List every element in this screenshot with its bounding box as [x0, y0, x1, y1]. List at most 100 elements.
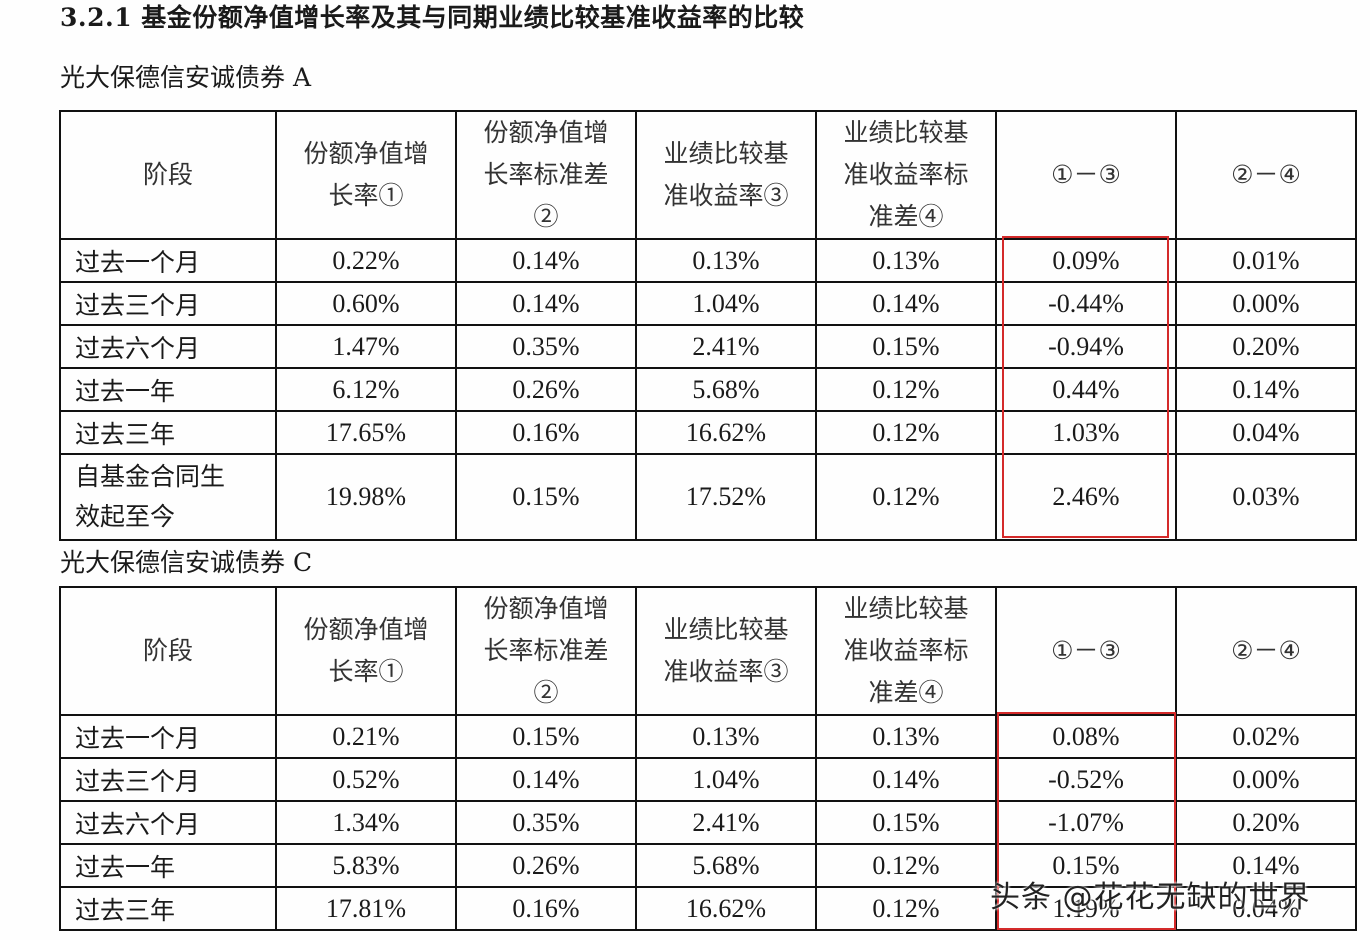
value-cell: 0.12%: [815, 843, 997, 888]
value-cell: 1.04%: [635, 757, 817, 802]
table-a: 阶段 份额净值增长率① 份额净值增长率标准差② 业绩比较基准收益率③ 业绩比较基…: [59, 110, 1357, 541]
value-cell: 5.68%: [635, 843, 817, 888]
value-cell: 0.00%: [1175, 757, 1357, 802]
table-row: 过去三个月 0.52% 0.14% 1.04% 0.14% -0.52% 0.0…: [59, 757, 1357, 802]
value-cell: 0.00%: [1175, 281, 1357, 326]
table-c-title: 光大保德信安诚债券 C: [60, 548, 313, 577]
value-cell: 0.16%: [455, 410, 637, 455]
table-row: 过去六个月 1.34% 0.35% 2.41% 0.15% -1.07% 0.2…: [59, 800, 1357, 845]
header-cell: ②－④: [1175, 110, 1357, 240]
table-c-header-row: 阶段 份额净值增长率① 份额净值增长率标准差② 业绩比较基准收益率③ 业绩比较基…: [59, 586, 1357, 716]
value-cell: -0.94%: [995, 324, 1177, 369]
header-cell: 份额净值增长率标准差②: [455, 586, 637, 716]
table-row: 过去三年 17.81% 0.16% 16.62% 0.12% 1.19% 0.0…: [59, 886, 1357, 931]
value-cell: 0.13%: [635, 238, 817, 283]
value-cell: -0.44%: [995, 281, 1177, 326]
value-cell: 17.52%: [635, 453, 817, 541]
value-cell: 0.14%: [1175, 367, 1357, 412]
watermark: 头条 @花花无缺的世界: [990, 880, 1311, 915]
value-cell: 0.04%: [1175, 410, 1357, 455]
stage-cell: 过去一年: [59, 843, 277, 888]
value-cell: 0.44%: [995, 367, 1177, 412]
value-cell: 0.12%: [815, 367, 997, 412]
table-row: 过去一个月 0.21% 0.15% 0.13% 0.13% 0.08% 0.02…: [59, 714, 1357, 759]
value-cell: 0.12%: [815, 886, 997, 931]
value-cell: 0.13%: [815, 714, 997, 759]
value-cell: 0.14%: [455, 757, 637, 802]
stage-cell: 过去三个月: [59, 757, 277, 802]
value-cell: 0.13%: [635, 714, 817, 759]
value-cell: 0.16%: [455, 886, 637, 931]
value-cell: 5.68%: [635, 367, 817, 412]
value-cell: 17.81%: [275, 886, 457, 931]
stage-cell: 自基金合同生效起至今: [59, 453, 277, 541]
value-cell: 0.08%: [995, 714, 1177, 759]
value-cell: 0.20%: [1175, 800, 1357, 845]
value-cell: 5.83%: [275, 843, 457, 888]
table-c: 阶段 份额净值增长率① 份额净值增长率标准差② 业绩比较基准收益率③ 业绩比较基…: [59, 586, 1357, 931]
header-cell: 份额净值增长率标准差②: [455, 110, 637, 240]
stage-cell: 过去三年: [59, 886, 277, 931]
header-cell: 业绩比较基准收益率标准差④: [815, 586, 997, 716]
value-cell: 17.65%: [275, 410, 457, 455]
value-cell: 0.15%: [455, 714, 637, 759]
value-cell: 2.41%: [635, 800, 817, 845]
value-cell: 0.15%: [815, 324, 997, 369]
table-row: 过去一年 6.12% 0.26% 5.68% 0.12% 0.44% 0.14%: [59, 367, 1357, 412]
value-cell: 0.15%: [815, 800, 997, 845]
table-row: 过去三个月 0.60% 0.14% 1.04% 0.14% -0.44% 0.0…: [59, 281, 1357, 326]
section-heading: 3.2.1 基金份额净值增长率及其与同期业绩比较基准收益率的比较: [60, 3, 805, 32]
header-cell: 阶段: [59, 110, 277, 240]
value-cell: 0.14%: [455, 238, 637, 283]
value-cell: 16.62%: [635, 886, 817, 931]
value-cell: 0.20%: [1175, 324, 1357, 369]
stage-cell: 过去六个月: [59, 324, 277, 369]
table-a-title: 光大保德信安诚债券 A: [60, 63, 312, 92]
value-cell: 0.03%: [1175, 453, 1357, 541]
value-cell: 0.26%: [455, 843, 637, 888]
value-cell: 1.47%: [275, 324, 457, 369]
value-cell: 0.15%: [455, 453, 637, 541]
value-cell: 0.14%: [815, 281, 997, 326]
value-cell: -1.07%: [995, 800, 1177, 845]
header-cell: 份额净值增长率①: [275, 110, 457, 240]
value-cell: 6.12%: [275, 367, 457, 412]
value-cell: 0.60%: [275, 281, 457, 326]
header-cell: ②－④: [1175, 586, 1357, 716]
value-cell: 0.52%: [275, 757, 457, 802]
value-cell: 0.14%: [455, 281, 637, 326]
table-row: 过去六个月 1.47% 0.35% 2.41% 0.15% -0.94% 0.2…: [59, 324, 1357, 369]
header-cell: 份额净值增长率①: [275, 586, 457, 716]
value-cell: 0.14%: [815, 757, 997, 802]
table-row: 过去一个月 0.22% 0.14% 0.13% 0.13% 0.09% 0.01…: [59, 238, 1357, 283]
value-cell: 0.14%: [1175, 843, 1357, 888]
value-cell: 0.35%: [455, 324, 637, 369]
stage-cell: 过去三个月: [59, 281, 277, 326]
value-cell: 1.04%: [635, 281, 817, 326]
value-cell: 0.26%: [455, 367, 637, 412]
stage-cell: 过去一年: [59, 367, 277, 412]
value-cell: -0.52%: [995, 757, 1177, 802]
stage-cell: 过去一个月: [59, 714, 277, 759]
value-cell: 0.04%: [1175, 886, 1357, 931]
value-cell: 2.46%: [995, 453, 1177, 541]
header-cell: 业绩比较基准收益率③: [635, 110, 817, 240]
value-cell: 2.41%: [635, 324, 817, 369]
value-cell: 1.34%: [275, 800, 457, 845]
value-cell: 0.02%: [1175, 714, 1357, 759]
header-cell: 阶段: [59, 586, 277, 716]
value-cell: 0.22%: [275, 238, 457, 283]
value-cell: 19.98%: [275, 453, 457, 541]
stage-cell: 过去六个月: [59, 800, 277, 845]
value-cell: 0.12%: [815, 410, 997, 455]
stage-cell: 过去一个月: [59, 238, 277, 283]
value-cell: 0.09%: [995, 238, 1177, 283]
table-a-header-row: 阶段 份额净值增长率① 份额净值增长率标准差② 业绩比较基准收益率③ 业绩比较基…: [59, 110, 1357, 240]
table-row: 过去三年 17.65% 0.16% 16.62% 0.12% 1.03% 0.0…: [59, 410, 1357, 455]
value-cell: 0.13%: [815, 238, 997, 283]
value-cell: 0.01%: [1175, 238, 1357, 283]
value-cell: 0.35%: [455, 800, 637, 845]
stage-cell: 过去三年: [59, 410, 277, 455]
header-cell: ①－③: [995, 110, 1177, 240]
table-row: 自基金合同生效起至今 19.98% 0.15% 17.52% 0.12% 2.4…: [59, 453, 1357, 541]
